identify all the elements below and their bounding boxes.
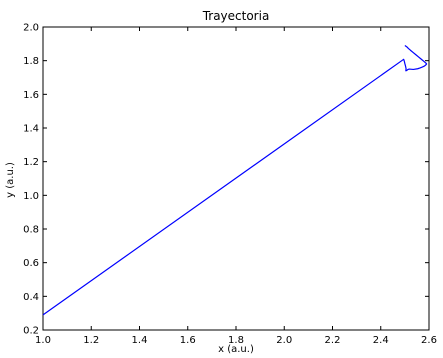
y-tick-label: 2.0 — [23, 23, 39, 34]
y-tick-label: 0.4 — [23, 292, 39, 303]
y-axis-ticks: 0.2 0.4 0.6 0.8 1.0 1.2 1.4 1.6 1.8 2.0 — [23, 23, 429, 337]
trajectory-line — [42, 45, 428, 316]
x-tick-label: 2.2 — [325, 335, 341, 346]
x-tick-label: 2.4 — [373, 335, 389, 346]
y-tick-label: 0.8 — [23, 225, 39, 236]
x-axis-ticks: 1.0 1.2 1.4 1.6 1.8 2.0 2.2 2.4 2.6 — [35, 27, 437, 346]
x-tick-label: 2.6 — [421, 335, 437, 346]
x-tick-label: 2.0 — [276, 335, 292, 346]
x-tick-label: 1.4 — [132, 335, 148, 346]
y-tick-label: 1.2 — [23, 157, 39, 168]
x-tick-label: 1.6 — [180, 335, 196, 346]
y-tick-label: 1.0 — [23, 191, 39, 202]
x-tick-label: 1.2 — [83, 335, 99, 346]
chart-title: Trayectoria — [202, 9, 270, 23]
y-tick-label: 1.4 — [23, 124, 39, 135]
y-tick-label: 1.8 — [23, 56, 39, 67]
y-tick-label: 0.2 — [23, 326, 39, 337]
x-tick-label: 1.0 — [35, 335, 51, 346]
y-tick-label: 1.6 — [23, 90, 39, 101]
y-axis-label: y (a.u.) — [5, 162, 16, 198]
x-tick-label: 1.8 — [228, 335, 244, 346]
x-axis-label: x (a.u.) — [218, 344, 254, 355]
y-tick-label: 0.6 — [23, 258, 39, 269]
